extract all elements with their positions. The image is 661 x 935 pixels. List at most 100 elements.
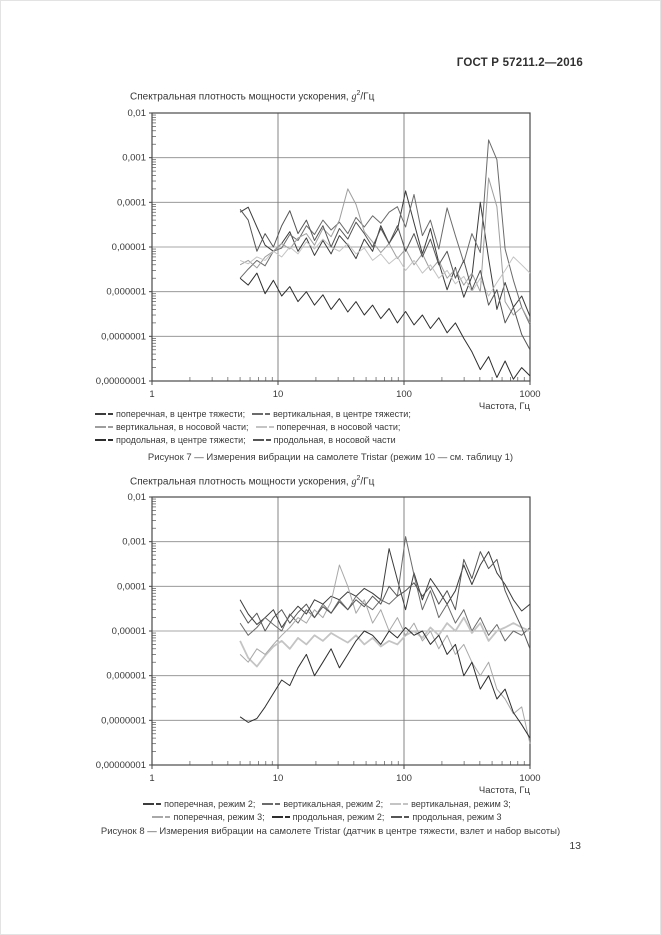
svg-text:10: 10: [273, 773, 284, 784]
legend-line-marker-icon: [271, 810, 290, 823]
svg-text:0,0001: 0,0001: [117, 581, 146, 592]
legend-label: поперечная, режим 3;: [173, 811, 265, 822]
legend-entry: продольная, режим 3: [391, 810, 502, 824]
legend-row: вертикальная, в носовой части; поперечная…: [95, 421, 418, 434]
g-exponent: 2: [356, 90, 361, 97]
gridlines: [152, 497, 530, 765]
legend-label: поперечная, в носовой части;: [276, 421, 401, 432]
legend-label: поперечная, в центре тяжести;: [116, 409, 246, 419]
g-symbol: g: [351, 476, 357, 488]
series-line-4: [239, 627, 531, 739]
legend-entry: продольная, в центре тяжести;: [95, 434, 246, 447]
figure8-plot: 0,01 0,001 0,0001 0,00001 0,000001 0,0000001 0…: [96, 492, 541, 796]
svg-text:0,0000001: 0,0000001: [101, 331, 146, 342]
series-line-5: [239, 209, 531, 351]
svg-text:1: 1: [149, 773, 154, 784]
legend-entry: продольная, в носовой части: [252, 433, 396, 447]
svg-text:Частота, Гц: Частота, Гц: [479, 401, 531, 412]
legend-label: вертикальная, режим 2;: [283, 799, 384, 809]
series-line-3: [239, 564, 531, 744]
legend-entry: поперечная, режим 2;: [143, 798, 255, 811]
legend-row: поперечная, режим 3; продольная, режим 2;…: [0, 811, 661, 824]
svg-text:0,0001: 0,0001: [117, 197, 146, 208]
svg-text:0,01: 0,01: [128, 108, 147, 119]
page-number: 13: [569, 840, 581, 852]
legend-line-marker-icon: [152, 810, 171, 823]
g-exponent: 2: [356, 475, 361, 482]
svg-text:0,000001: 0,000001: [106, 287, 146, 298]
legend-entry: вертикальная, в центре тяжести;: [252, 408, 411, 421]
legend-row: поперечная, в центре тяжести; вертикальна…: [95, 408, 418, 421]
plot-frame: [151, 112, 531, 382]
legend-label: вертикальная, в центре тяжести;: [273, 409, 411, 419]
figure8-title: Спектральная плотность мощности ускорени…: [130, 475, 374, 487]
figure8-title-text: Спектральная плотность мощности ускорени…: [130, 476, 352, 488]
figure8-legend: поперечная, режим 2; вертикальная, режим …: [0, 798, 661, 824]
svg-text:0,00001: 0,00001: [112, 626, 146, 637]
svg-text:0,00000001: 0,00000001: [96, 760, 146, 771]
figure8-caption: Рисунок 8 — Измерения вибрации на самоле…: [100, 826, 561, 837]
figure7-legend: поперечная, в центре тяжести; вертикальна…: [95, 408, 418, 447]
series-line-1: [239, 536, 531, 642]
series-line-2: [239, 177, 531, 324]
legend-label: продольная, режим 3: [412, 811, 502, 822]
svg-text:100: 100: [396, 773, 412, 784]
svg-text:0,01: 0,01: [128, 492, 147, 503]
legend-entry: вертикальная, режим 2;: [262, 798, 383, 811]
legend-row: поперечная, режим 2; вертикальная, режим …: [0, 798, 661, 811]
series-line-3: [239, 238, 531, 297]
series-lines: [239, 139, 531, 380]
series-line-1: [239, 139, 531, 326]
svg-text:0,001: 0,001: [122, 153, 146, 164]
legend-label: продольная, режим 2;: [292, 811, 385, 822]
legend-line-marker-icon: [252, 407, 271, 420]
legend-line-marker-icon: [252, 433, 271, 446]
legend-row: продольная, в центре тяжести; продольная,…: [95, 434, 418, 447]
figure7-caption: Рисунок 7 — Измерения вибрации на самоле…: [147, 452, 514, 463]
figure7-plot: 0,01 0,001 0,0001 0,00001 0,000001 0,0000001 0…: [96, 108, 541, 412]
svg-text:0,00000001: 0,00000001: [96, 376, 146, 387]
legend-label: вертикальная, в носовой части;: [116, 421, 249, 432]
legend-line-marker-icon: [262, 797, 281, 810]
series-line-0: [239, 548, 531, 628]
legend-entry: поперечная, в носовой части;: [255, 420, 401, 434]
document-header: ГОСТ Р 57211.2—2016: [456, 57, 583, 69]
legend-line-marker-icon: [143, 797, 162, 810]
series-line-5: [239, 551, 531, 649]
svg-text:1: 1: [149, 389, 154, 400]
figure8-title-unit: /Гц: [360, 476, 375, 488]
gridlines: [152, 113, 530, 381]
legend-entry: поперечная, режим 3;: [152, 810, 265, 824]
svg-text:1000: 1000: [519, 773, 540, 784]
axis-labels: 0,01 0,001 0,0001 0,00001 0,000001 0,0000001 0…: [96, 492, 541, 796]
svg-text:10: 10: [273, 389, 284, 400]
svg-text:0,000001: 0,000001: [106, 671, 146, 682]
legend-line-marker-icon: [255, 420, 274, 433]
svg-text:1000: 1000: [519, 389, 540, 400]
svg-text:Частота, Гц: Частота, Гц: [479, 785, 531, 796]
legend-label: поперечная, режим 2;: [164, 799, 256, 809]
figure7-title: Спектральная плотность мощности ускорени…: [130, 90, 374, 102]
legend-line-marker-icon: [390, 797, 409, 810]
figure7-title-unit: /Гц: [360, 91, 375, 103]
legend-line-marker-icon: [95, 433, 113, 446]
series-line-2: [239, 616, 531, 668]
legend-line-marker-icon: [391, 810, 410, 823]
legend-line-marker-icon: [95, 420, 113, 433]
series-line-0: [239, 190, 531, 317]
svg-text:100: 100: [396, 389, 412, 400]
legend-entry: вертикальная, режим 3;: [390, 798, 511, 811]
legend-entry: поперечная, в центре тяжести;: [95, 408, 245, 421]
legend-label: продольная, в носовой части: [273, 434, 396, 445]
svg-text:0,00001: 0,00001: [112, 242, 146, 253]
legend-entry: продольная, режим 2;: [271, 810, 385, 824]
svg-text:0,0000001: 0,0000001: [101, 715, 146, 726]
figure7-title-text: Спектральная плотность мощности ускорени…: [130, 91, 352, 103]
legend-entry: вертикальная, в носовой части;: [95, 421, 249, 434]
series-lines: [239, 536, 531, 744]
axis-ticks: [149, 112, 531, 385]
axis-ticks: [149, 496, 531, 769]
svg-text:0,001: 0,001: [122, 537, 146, 548]
legend-line-marker-icon: [95, 407, 113, 420]
